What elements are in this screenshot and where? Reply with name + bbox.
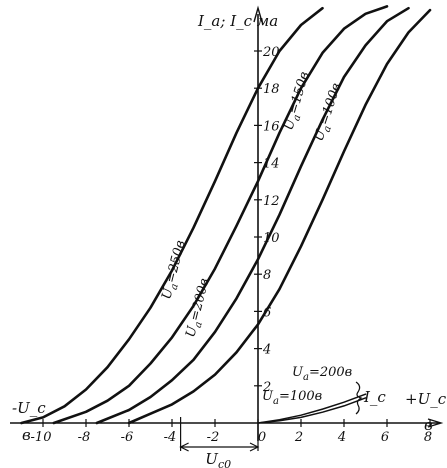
y-tick-label: 6 <box>263 305 271 320</box>
uc0-arrow-left <box>179 442 189 452</box>
y-axis-title: I_a; I_c ма <box>197 12 278 30</box>
y-tick-label: 12 <box>263 194 280 209</box>
x-axis-left-unit: в <box>22 426 31 444</box>
x-tick-label: -2 <box>207 430 220 445</box>
series-line <box>257 397 367 424</box>
x-axis-arrow <box>427 418 444 428</box>
x-tick-label: 8 <box>424 430 432 445</box>
y-axis-arrow <box>253 5 263 23</box>
x-tick-label: 2 <box>294 430 303 445</box>
series-line <box>95 6 410 425</box>
x-tick-label: 0 <box>258 430 266 445</box>
x-tick-label: -10 <box>31 430 52 445</box>
y-tick-label: 4 <box>262 343 271 358</box>
uc0-arrow-right <box>249 442 260 452</box>
series-label: Ua=150в <box>281 70 315 133</box>
series-line <box>20 6 324 425</box>
x-axis-left-title: -U_c <box>12 399 46 417</box>
y-tick-label: 16 <box>263 119 280 134</box>
y-tick-label: 2 <box>262 380 271 395</box>
x-axis-right-unit: в <box>424 416 433 434</box>
series-line <box>257 393 367 424</box>
x-tick-label: 6 <box>381 430 389 445</box>
ic-label: I_c <box>363 388 386 406</box>
series-label: Ua=100в <box>262 389 322 407</box>
curves <box>20 5 432 425</box>
series-label: Ua=250в <box>159 239 191 302</box>
y-tick-label: 8 <box>263 268 271 283</box>
series-line <box>52 5 389 425</box>
x-axis-right-title: +U_c <box>405 390 447 408</box>
x-tick-label: -4 <box>164 430 177 445</box>
series-label: Ua=100в <box>312 81 348 144</box>
series-label: Ua=200в <box>292 365 352 383</box>
y-tick-label: 18 <box>263 82 280 97</box>
ic-brace <box>355 381 363 415</box>
series-label: Ua=200в <box>183 277 215 340</box>
series-line <box>127 8 432 425</box>
x-tick-label: -6 <box>121 430 134 445</box>
x-tick-label: -8 <box>78 430 91 445</box>
uc0-label: Uc0 <box>205 450 231 468</box>
x-tick-label: 4 <box>337 430 346 445</box>
